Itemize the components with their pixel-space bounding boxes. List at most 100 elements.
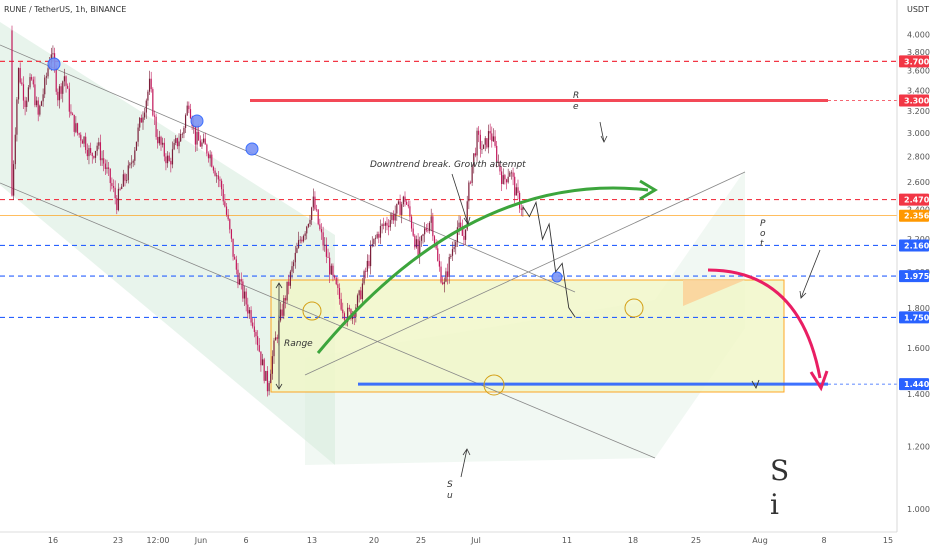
time-axis: 16 23 12:00 Jun 6 13 20 25 Jul 11 18 25 Aug 8 15 xyxy=(48,536,893,545)
candle-body xyxy=(98,142,100,146)
swing-high-markers xyxy=(47,57,563,283)
candle-body xyxy=(443,281,445,285)
candle-body xyxy=(163,142,165,157)
candle-body xyxy=(301,239,303,242)
candle-body xyxy=(194,125,196,145)
candle-body xyxy=(32,79,34,85)
candle-body xyxy=(360,290,362,300)
candle-body xyxy=(178,141,180,147)
candle-body xyxy=(484,138,486,145)
candle-body xyxy=(502,175,504,184)
candle-body xyxy=(142,117,144,123)
candle-body xyxy=(448,256,450,277)
candle-body xyxy=(52,53,54,55)
candle-body xyxy=(19,68,21,83)
candle-body xyxy=(379,226,382,238)
candle-body xyxy=(325,244,327,257)
candle-body xyxy=(473,153,475,166)
candle-body xyxy=(365,271,367,272)
candle-body xyxy=(224,201,226,207)
price-tick: 1.200 xyxy=(907,442,930,451)
candle-body xyxy=(386,222,388,226)
candle-body xyxy=(368,260,370,267)
candle-body xyxy=(184,115,187,128)
candle-body xyxy=(39,105,41,115)
time-tick: 12:00 xyxy=(146,536,169,545)
support-pointer xyxy=(460,448,468,478)
candle-body xyxy=(76,123,79,134)
candle-body xyxy=(435,243,437,249)
candle-body xyxy=(361,283,364,300)
candle-body xyxy=(37,100,39,115)
candle-body xyxy=(11,30,13,196)
candle-body xyxy=(70,111,72,114)
candle-body xyxy=(302,235,305,242)
price-tick: 2.800 xyxy=(907,153,930,162)
candle-body xyxy=(479,134,481,149)
candle-body xyxy=(376,234,378,238)
price-badge xyxy=(899,239,929,252)
candle-body xyxy=(207,153,210,159)
candle-body xyxy=(34,84,36,106)
support-pointer-head xyxy=(462,448,471,456)
price-badge-label: 2.470 xyxy=(904,196,930,205)
price-series xyxy=(11,25,524,397)
candle-body xyxy=(260,351,262,366)
candle-body xyxy=(324,244,326,246)
candle-body xyxy=(440,266,442,283)
candle-body xyxy=(486,138,488,148)
candle-body xyxy=(501,171,503,184)
candle-body xyxy=(388,225,390,228)
candle-body xyxy=(111,183,113,187)
candle-body xyxy=(424,228,426,235)
candle-body xyxy=(464,229,467,240)
channel-line-upper xyxy=(0,44,576,293)
candle-body xyxy=(510,172,513,174)
candle-body xyxy=(117,188,120,211)
candle-body xyxy=(461,227,463,236)
candle-body xyxy=(381,224,383,227)
candle-body xyxy=(320,229,323,233)
candle-body xyxy=(394,213,396,221)
candle-body xyxy=(317,209,319,225)
candle-body xyxy=(230,229,233,239)
candle-body xyxy=(35,100,38,106)
candle-body xyxy=(63,76,65,82)
candle-body xyxy=(271,356,273,374)
candle-body xyxy=(101,158,103,161)
candle-body xyxy=(469,182,472,184)
candle-body xyxy=(358,290,360,296)
candle-body xyxy=(340,298,342,310)
candle-body xyxy=(232,238,234,257)
candle-body xyxy=(312,196,314,208)
candle-body xyxy=(245,291,247,305)
candle-body xyxy=(412,228,414,236)
candle-body xyxy=(309,219,311,224)
range-bracket-arrowhead xyxy=(275,282,283,289)
candle-body xyxy=(515,187,517,196)
projection-arrowhead xyxy=(751,379,760,390)
candle-body xyxy=(116,198,118,211)
candle-body xyxy=(227,214,229,220)
candle-body xyxy=(258,345,260,352)
candle-body xyxy=(487,131,490,148)
candle-body xyxy=(67,85,69,89)
candle-body xyxy=(106,167,108,169)
candle-body xyxy=(335,277,337,285)
candle-body xyxy=(153,115,156,117)
support-label-line: S xyxy=(447,480,453,490)
candle-body xyxy=(58,86,61,101)
candle-body xyxy=(304,233,306,236)
candle-body xyxy=(85,136,87,150)
candle-body xyxy=(378,234,380,238)
candle-body xyxy=(342,309,344,314)
candle-body xyxy=(13,164,15,196)
resistance-label: R e xyxy=(573,91,582,112)
candle-body xyxy=(415,239,418,248)
candle-body xyxy=(147,91,149,101)
candle-body xyxy=(57,91,59,101)
candle-body xyxy=(124,174,126,181)
downtrend-arrowhead xyxy=(809,370,829,392)
candle-body xyxy=(234,256,236,260)
